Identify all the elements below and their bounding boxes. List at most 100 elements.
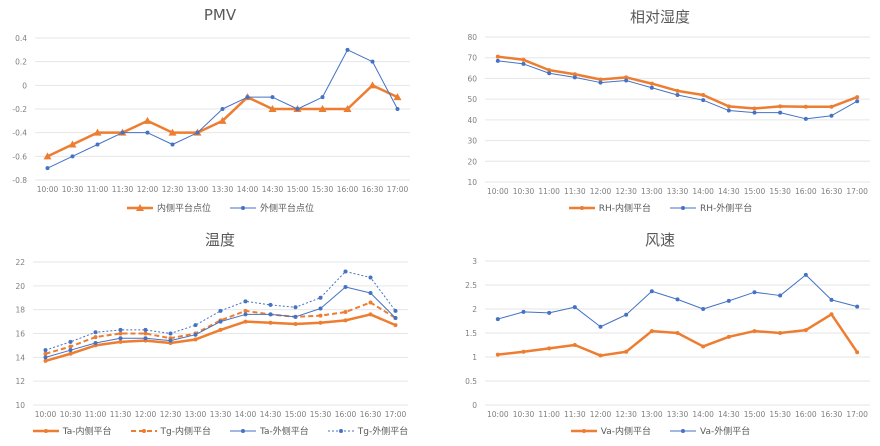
x-tick-label: 13:30 xyxy=(667,187,689,196)
data-point xyxy=(778,293,783,298)
data-point xyxy=(855,99,860,104)
x-tick-label: 10:30 xyxy=(60,410,82,419)
legend-label: 外侧平台点位 xyxy=(260,204,315,214)
legend: Ta-内侧平台 Tg-内侧平台 Ta-外侧平台 Tg-外侧平台 xyxy=(0,424,440,437)
legend-swatch-icon xyxy=(126,203,153,211)
y-tick-label: -0.8 xyxy=(12,176,27,185)
y-tick-label: 16 xyxy=(15,330,25,339)
data-point xyxy=(726,108,731,113)
x-tick-label: 15:00 xyxy=(285,410,307,419)
x-tick-label: 16:00 xyxy=(337,185,359,194)
chart-title: 温度 xyxy=(204,231,235,249)
x-tick-label: 13:00 xyxy=(187,185,209,194)
data-point xyxy=(572,305,577,310)
data-point xyxy=(701,344,706,349)
data-point xyxy=(368,81,377,89)
data-point xyxy=(855,95,860,100)
x-tick-label: 11:00 xyxy=(87,185,109,194)
data-point xyxy=(521,309,526,314)
legend-item: 外侧平台点位 xyxy=(229,201,314,214)
y-tick-label: -0.4 xyxy=(12,129,27,138)
data-point xyxy=(778,110,783,115)
x-tick-label: 13:00 xyxy=(641,187,663,196)
wind-speed-chart: 风速 0 0.5 1 1.5 2 2.5 3 10:00 10:30 11:00 11:30 12:0… xyxy=(440,223,880,446)
data-point xyxy=(168,128,177,136)
legend-marker xyxy=(681,428,685,433)
chart-title: 风速 xyxy=(644,231,675,249)
data-point xyxy=(243,312,248,317)
data-point xyxy=(70,154,75,159)
y-tick-label: 40 xyxy=(467,116,477,125)
x-tick-label: 10:00 xyxy=(487,410,509,419)
x-tick-label: 12:30 xyxy=(615,187,637,196)
data-point xyxy=(68,140,77,148)
data-point xyxy=(752,110,757,115)
data-point xyxy=(521,57,526,62)
x-tick-label: 14:30 xyxy=(260,410,282,419)
data-point xyxy=(193,337,198,342)
legend-label: RH-内侧平台 xyxy=(598,204,651,214)
data-point xyxy=(43,351,48,356)
x-tick-label: 15:30 xyxy=(769,410,791,419)
legend-item: Va-外侧平台 xyxy=(669,424,750,437)
chart-title: PMV xyxy=(203,6,237,24)
data-point xyxy=(93,128,102,136)
data-point xyxy=(803,328,808,333)
data-point xyxy=(268,105,277,112)
data-point xyxy=(343,285,348,290)
x-tick-label: 14:30 xyxy=(262,185,284,194)
y-tick-label: 12 xyxy=(15,377,25,386)
x-tick-label: 12:30 xyxy=(615,410,637,419)
y-tick-label: 1.5 xyxy=(465,329,477,338)
y-tick-label: 0 xyxy=(22,81,27,90)
legend-label: Tg-外侧平台 xyxy=(357,427,409,437)
y-tick-label: 0.2 xyxy=(15,58,27,67)
data-point xyxy=(624,312,629,317)
data-point xyxy=(547,346,552,351)
data-point xyxy=(675,297,680,302)
data-point xyxy=(521,61,526,66)
data-point xyxy=(68,339,73,344)
data-point xyxy=(293,314,298,319)
data-point xyxy=(675,331,680,335)
data-point xyxy=(170,142,175,147)
data-point xyxy=(318,105,327,112)
data-point xyxy=(752,290,757,295)
data-point xyxy=(624,78,629,83)
legend-swatch-icon xyxy=(230,428,256,433)
data-point xyxy=(145,130,150,135)
chart-title: 相对湿度 xyxy=(629,8,690,26)
legend-item: Va-内侧平台 xyxy=(570,424,651,437)
plot-area: 10 20 30 40 50 60 70 80 10:00 10:30 11:00 11:30 12:0… xyxy=(467,33,870,196)
y-tick-label: 0.5 xyxy=(465,377,477,386)
data-point xyxy=(318,295,323,300)
data-point xyxy=(368,275,373,280)
y-tick-label: 2 xyxy=(472,305,477,314)
x-tick-label: 10:30 xyxy=(513,410,535,419)
x-tick-label: 11:30 xyxy=(112,185,134,194)
series-line xyxy=(497,55,858,110)
y-tick-label: -0.2 xyxy=(12,105,27,114)
legend-marker xyxy=(141,428,146,433)
data-point xyxy=(624,349,629,354)
data-point xyxy=(245,95,250,100)
data-point xyxy=(598,77,603,82)
x-tick-label: 14:00 xyxy=(237,185,259,194)
x-tick-label: 14:00 xyxy=(692,187,714,196)
data-point xyxy=(701,307,706,311)
data-point xyxy=(829,104,834,109)
y-tick-label: 0.4 xyxy=(15,34,27,43)
series-line xyxy=(45,271,396,351)
pmv-chart: PMV -0.8 -0.6 -0.4 -0.2 0 0.2 0.4 10:00 10:30 11:… xyxy=(0,0,440,223)
legend-swatch-icon xyxy=(568,205,595,210)
data-point xyxy=(43,355,48,360)
data-point xyxy=(118,336,123,341)
x-tick-label: 12:30 xyxy=(162,185,184,194)
data-point xyxy=(268,312,273,317)
data-point xyxy=(143,336,148,341)
data-point xyxy=(120,130,125,135)
data-point xyxy=(270,95,275,100)
data-point xyxy=(43,348,48,353)
legend-marker xyxy=(338,428,343,433)
